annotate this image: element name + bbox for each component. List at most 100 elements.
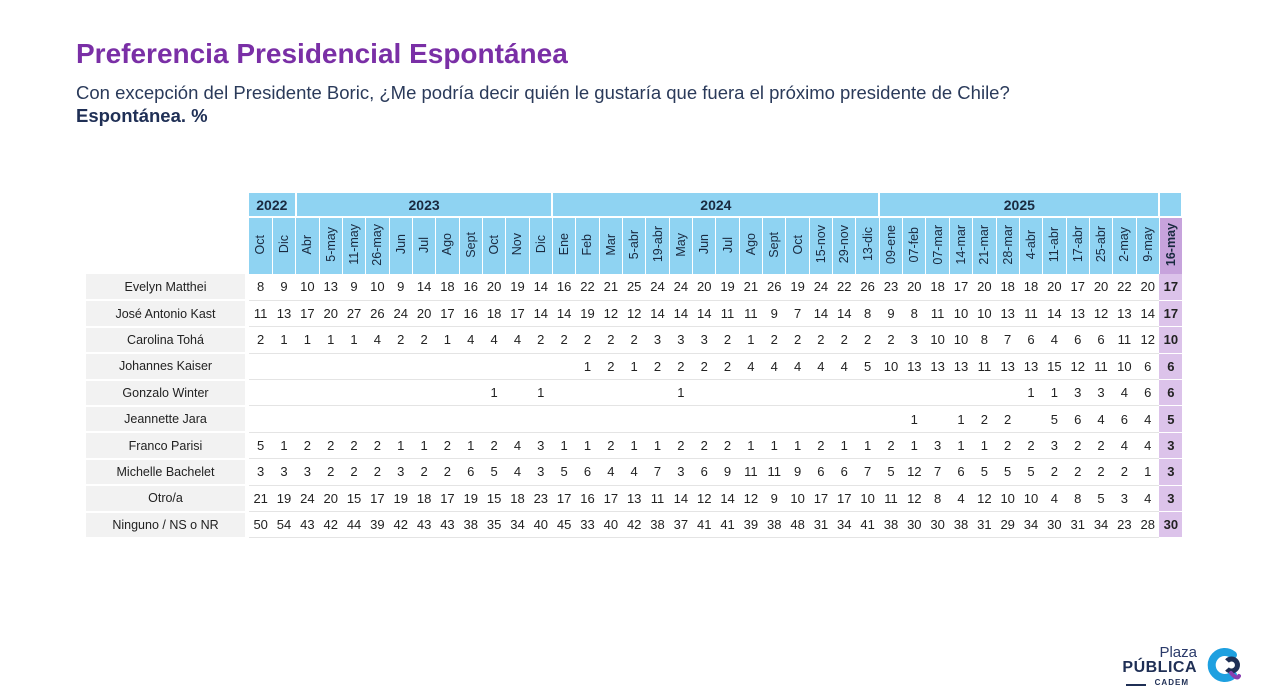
value-cell: 20: [1136, 274, 1160, 301]
candidate-name: Gonzalo Winter: [86, 379, 245, 407]
value-cell: 2: [879, 326, 903, 354]
value-cell: 11: [739, 458, 763, 486]
value-cell: [925, 405, 950, 433]
value-cell: 15: [1042, 353, 1067, 381]
value-cell: 10: [295, 274, 320, 301]
date-header: Oct: [249, 216, 273, 274]
value-cell: [389, 353, 413, 381]
date-label: Dic: [533, 235, 548, 254]
value-cell: [459, 353, 483, 381]
value-cell: 7: [855, 458, 880, 486]
date-label: Abr: [300, 234, 315, 255]
value-cell: [739, 405, 763, 433]
date-label: 29-nov: [837, 225, 852, 264]
value-cell: 20: [1089, 274, 1113, 301]
value-cell: 16: [575, 485, 600, 513]
date-label: 21-mar: [977, 224, 992, 265]
candidate-name: Otro/a: [86, 485, 245, 513]
year-header: 2025: [879, 193, 1161, 217]
date-label: 11-may: [347, 224, 362, 265]
value-cell: [482, 405, 506, 433]
value-cell: [459, 405, 483, 433]
value-cell: 2: [785, 326, 810, 354]
value-cell: 17: [365, 485, 390, 513]
value-cell: 4: [1089, 405, 1113, 433]
value-cell: 4: [459, 326, 483, 354]
value-cell: 19: [785, 274, 810, 301]
value-cell: 21: [249, 485, 273, 513]
value-cell: [622, 379, 646, 407]
value-cell: [599, 405, 623, 433]
value-cell: 14: [809, 300, 833, 328]
value-cell: 17: [1159, 274, 1183, 301]
table-row: Evelyn Matthei 8 9 10 13 9 10 9 14 18 16 20 19 14 16 22…: [86, 274, 1183, 302]
logo-text-cadem: CADEM: [1154, 678, 1189, 687]
value-cell: 16: [459, 300, 483, 328]
value-cell: 11: [645, 485, 670, 513]
value-cell: 4: [785, 353, 810, 381]
value-cell: 2: [692, 432, 716, 460]
value-cell: 45: [552, 511, 576, 539]
value-cell: 4: [1112, 379, 1137, 407]
value-cell: 38: [762, 511, 786, 539]
value-cell: 3: [1159, 458, 1183, 486]
value-cell: 12: [739, 485, 763, 513]
value-cell: 34: [832, 511, 856, 539]
value-cell: [762, 379, 786, 407]
value-cell: 31: [1066, 511, 1090, 539]
value-cell: 12: [1066, 353, 1090, 381]
value-cell: 4: [505, 458, 530, 486]
value-cell: 20: [319, 485, 343, 513]
value-cell: [342, 379, 366, 407]
value-cell: 1: [785, 432, 810, 460]
value-cell: 6: [1159, 353, 1183, 381]
value-cell: 41: [855, 511, 880, 539]
value-cell: 5: [1159, 405, 1183, 433]
value-cell: 3: [902, 326, 926, 354]
candidate-name: Franco Parisi: [86, 432, 245, 460]
value-cell: 9: [879, 300, 903, 328]
value-cell: 42: [622, 511, 646, 539]
value-cell: 1: [1136, 458, 1160, 486]
value-cell: 19: [575, 300, 600, 328]
value-cell: 6: [949, 458, 973, 486]
value-cell: 2: [552, 326, 576, 354]
date-label: Feb: [580, 233, 595, 256]
value-cell: 2: [855, 326, 880, 354]
date-label: 16-may: [1163, 222, 1178, 267]
date-label: 07-mar: [930, 224, 945, 265]
value-cell: 2: [762, 326, 786, 354]
value-cell: 1: [832, 432, 856, 460]
plaza-publica-cadem-logo: Plaza PÚBLICA CADEM: [1120, 640, 1245, 690]
date-header: 2-may: [1112, 216, 1137, 274]
date-label: 5-abr: [627, 229, 642, 260]
value-cell: 41: [715, 511, 740, 539]
value-cell: 4: [1042, 485, 1067, 513]
value-cell: 3: [1159, 432, 1183, 460]
value-cell: 11: [1019, 300, 1043, 328]
page-subtitle-unit: Espontánea. %: [76, 105, 208, 126]
value-cell: 28: [1136, 511, 1160, 539]
value-cell: [599, 379, 623, 407]
value-cell: 2: [575, 326, 600, 354]
value-cell: 1: [272, 432, 296, 460]
date-header: Feb: [575, 216, 600, 274]
value-cell: 27: [342, 300, 366, 328]
date-header: Jun: [692, 216, 717, 274]
value-cell: 5: [249, 432, 273, 460]
value-cell: 18: [505, 485, 530, 513]
value-cell: 43: [412, 511, 436, 539]
value-cell: 3: [295, 458, 320, 486]
value-cell: 2: [669, 353, 693, 381]
value-cell: 17: [599, 485, 623, 513]
value-cell: [785, 379, 810, 407]
value-cell: 30: [925, 511, 950, 539]
value-cell: 23: [1112, 511, 1137, 539]
value-cell: 2: [599, 326, 623, 354]
value-cell: 2: [342, 458, 366, 486]
date-label: Sept: [463, 231, 478, 258]
value-cell: 2: [809, 432, 833, 460]
date-label: Jul: [720, 236, 735, 253]
gap-blank: [245, 217, 249, 274]
value-cell: 9: [272, 274, 296, 301]
